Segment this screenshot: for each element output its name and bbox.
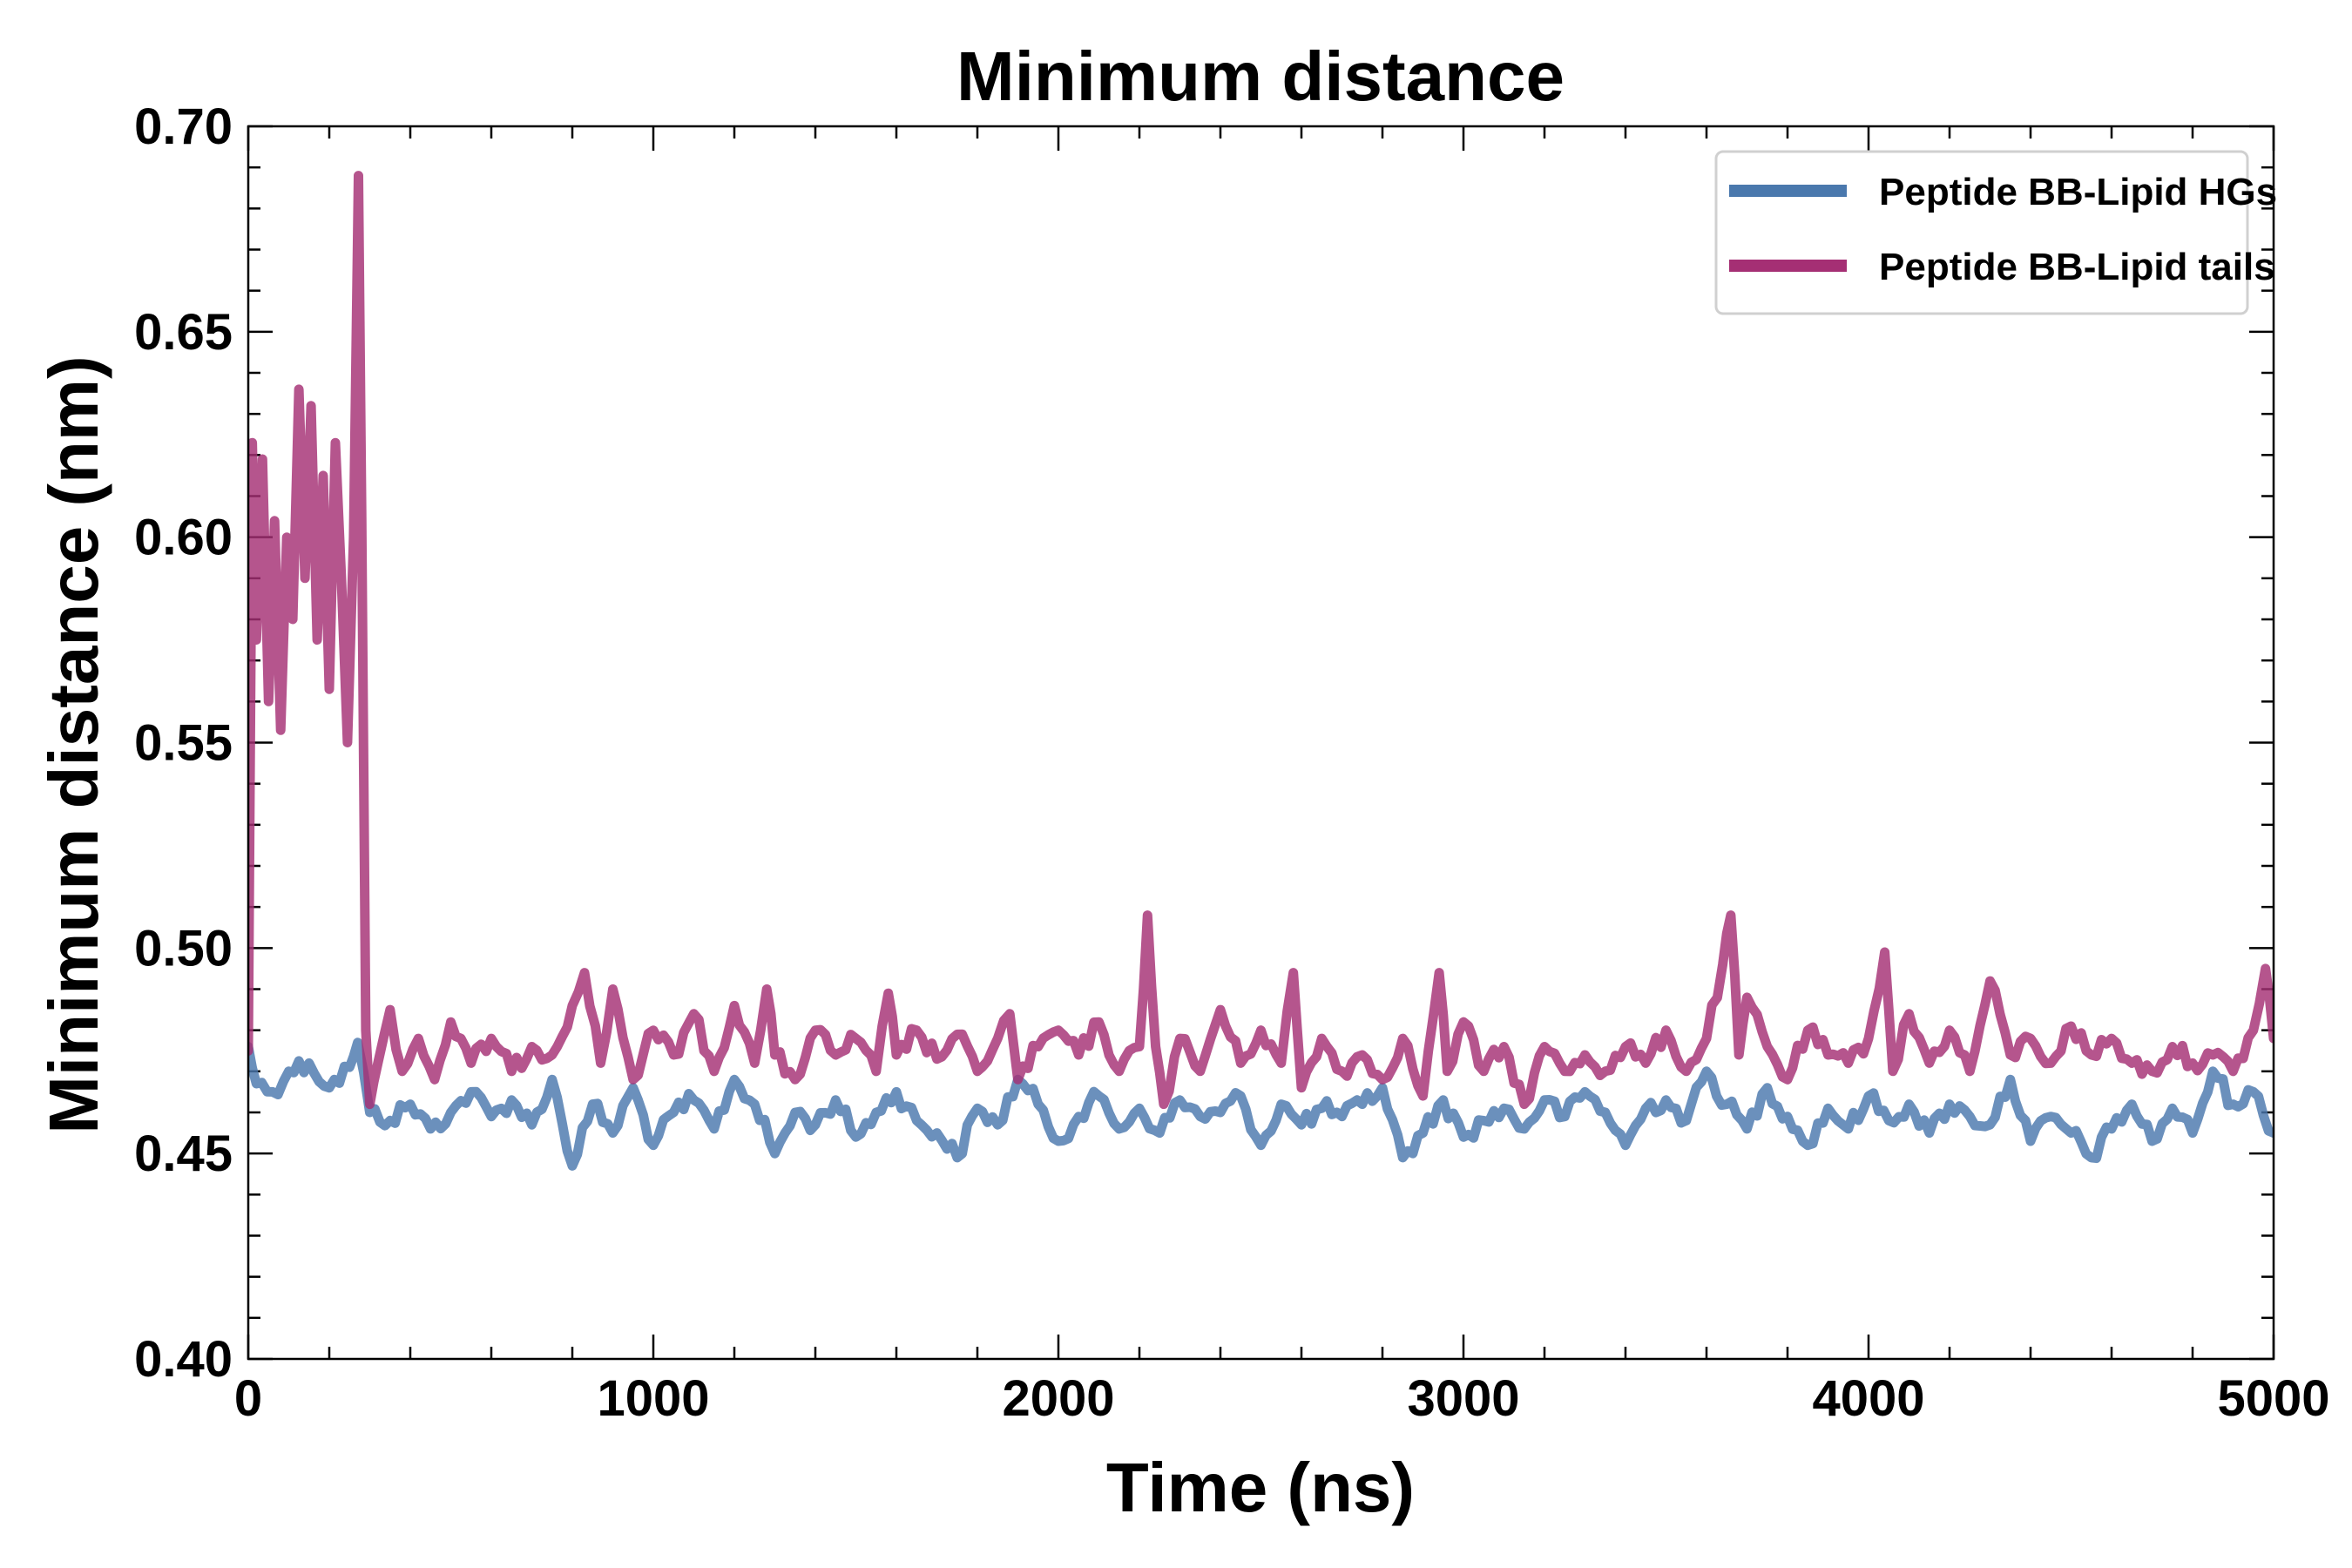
x-tick-label: 3000: [1407, 1370, 1519, 1427]
axis-tick-labels: 0 1000 2000 3000 4000 5000 0.40 0.45 0.50 0.55 0.6…: [134, 98, 2329, 1427]
legend-box: [1714, 150, 2249, 315]
series-line-hgs: [248, 1037, 2274, 1171]
x-tick-label: 2000: [1002, 1370, 1114, 1427]
x-tick-label: 5000: [2217, 1370, 2329, 1427]
y-tick-label: 0.45: [134, 1125, 233, 1182]
plot-frame: [247, 125, 2275, 1361]
x-tick-label: 0: [234, 1370, 262, 1427]
x-tick-label: 1000: [597, 1370, 709, 1427]
series-line-tails: [248, 171, 2274, 1110]
y-tick-label: 0.70: [134, 98, 233, 155]
legend: Peptide BB-Lipid HGs Peptide BB-Lipid ta…: [1714, 150, 2277, 315]
series-layer: [248, 171, 2274, 1171]
y-tick-label: 0.40: [134, 1331, 233, 1388]
legend-label-hgs: Peptide BB-Lipid HGs: [1879, 171, 2277, 213]
y-tick-label: 0.55: [134, 715, 233, 772]
x-axis-label: Time (ns): [1106, 1449, 1415, 1526]
legend-label-tails: Peptide BB-Lipid tails: [1879, 246, 2275, 288]
x-tick-label: 4000: [1812, 1370, 1924, 1427]
chart-title: Minimum distance: [956, 37, 1565, 115]
y-tick-label: 0.50: [134, 920, 233, 977]
y-axis-label: Minimum distance (nm): [35, 355, 112, 1133]
y-tick-label: 0.65: [134, 304, 233, 361]
y-tick-label: 0.60: [134, 510, 233, 566]
